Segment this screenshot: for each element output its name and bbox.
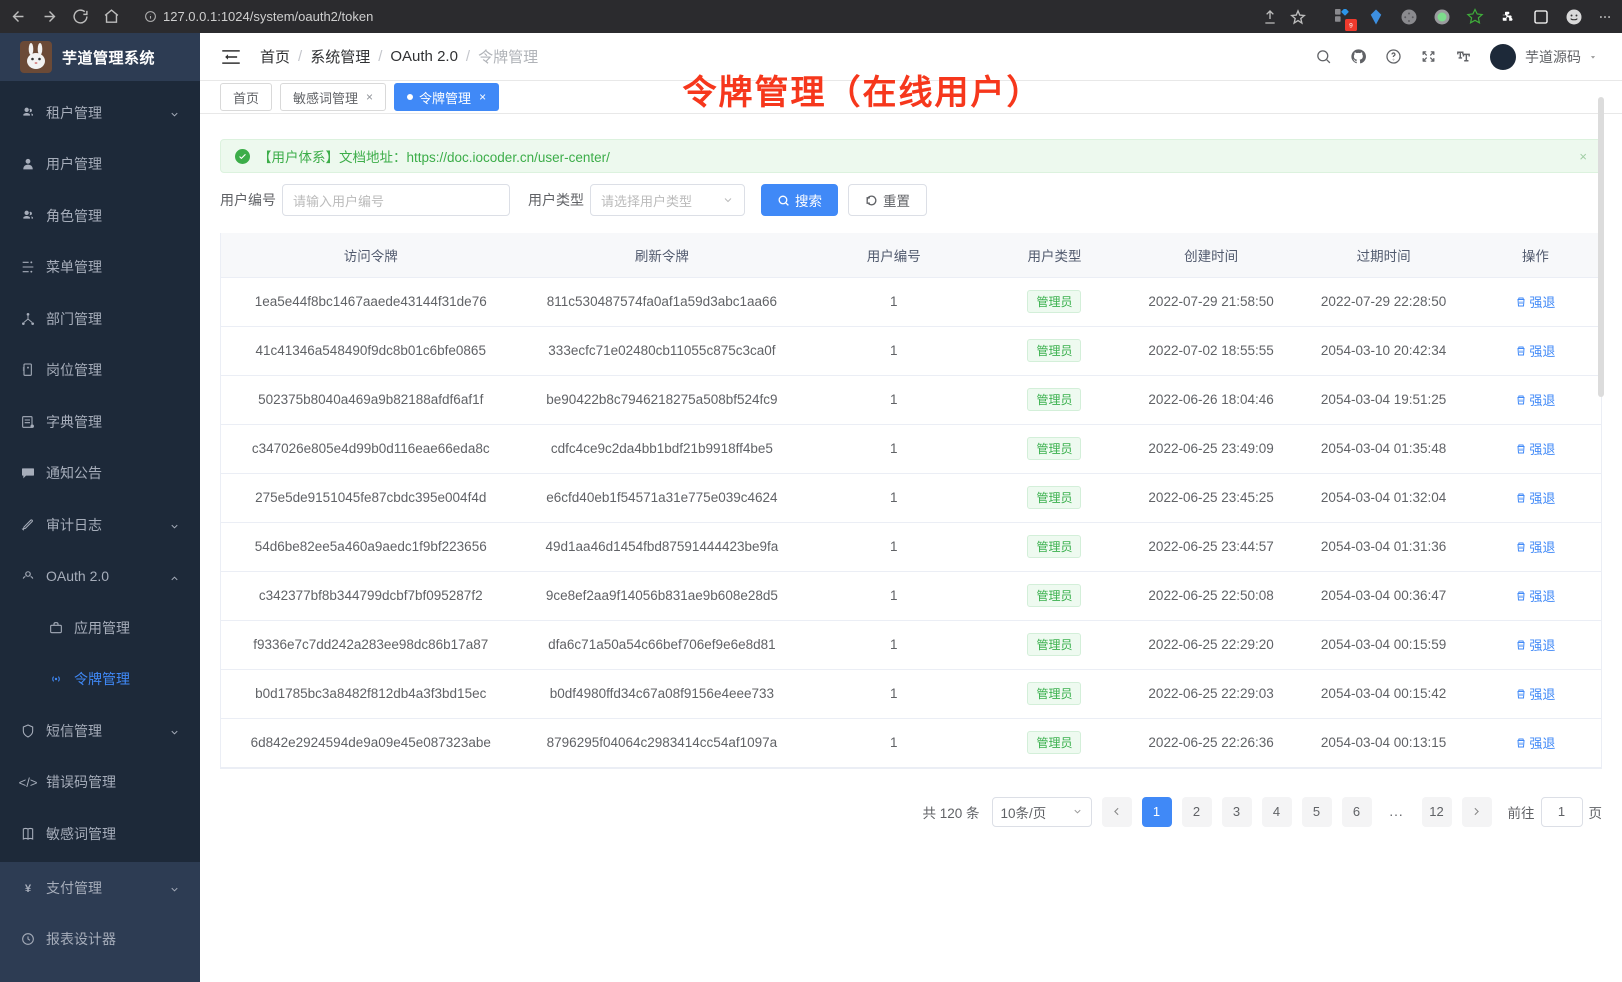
svg-text:¥: ¥	[25, 883, 32, 895]
svg-text:9: 9	[1349, 22, 1353, 29]
